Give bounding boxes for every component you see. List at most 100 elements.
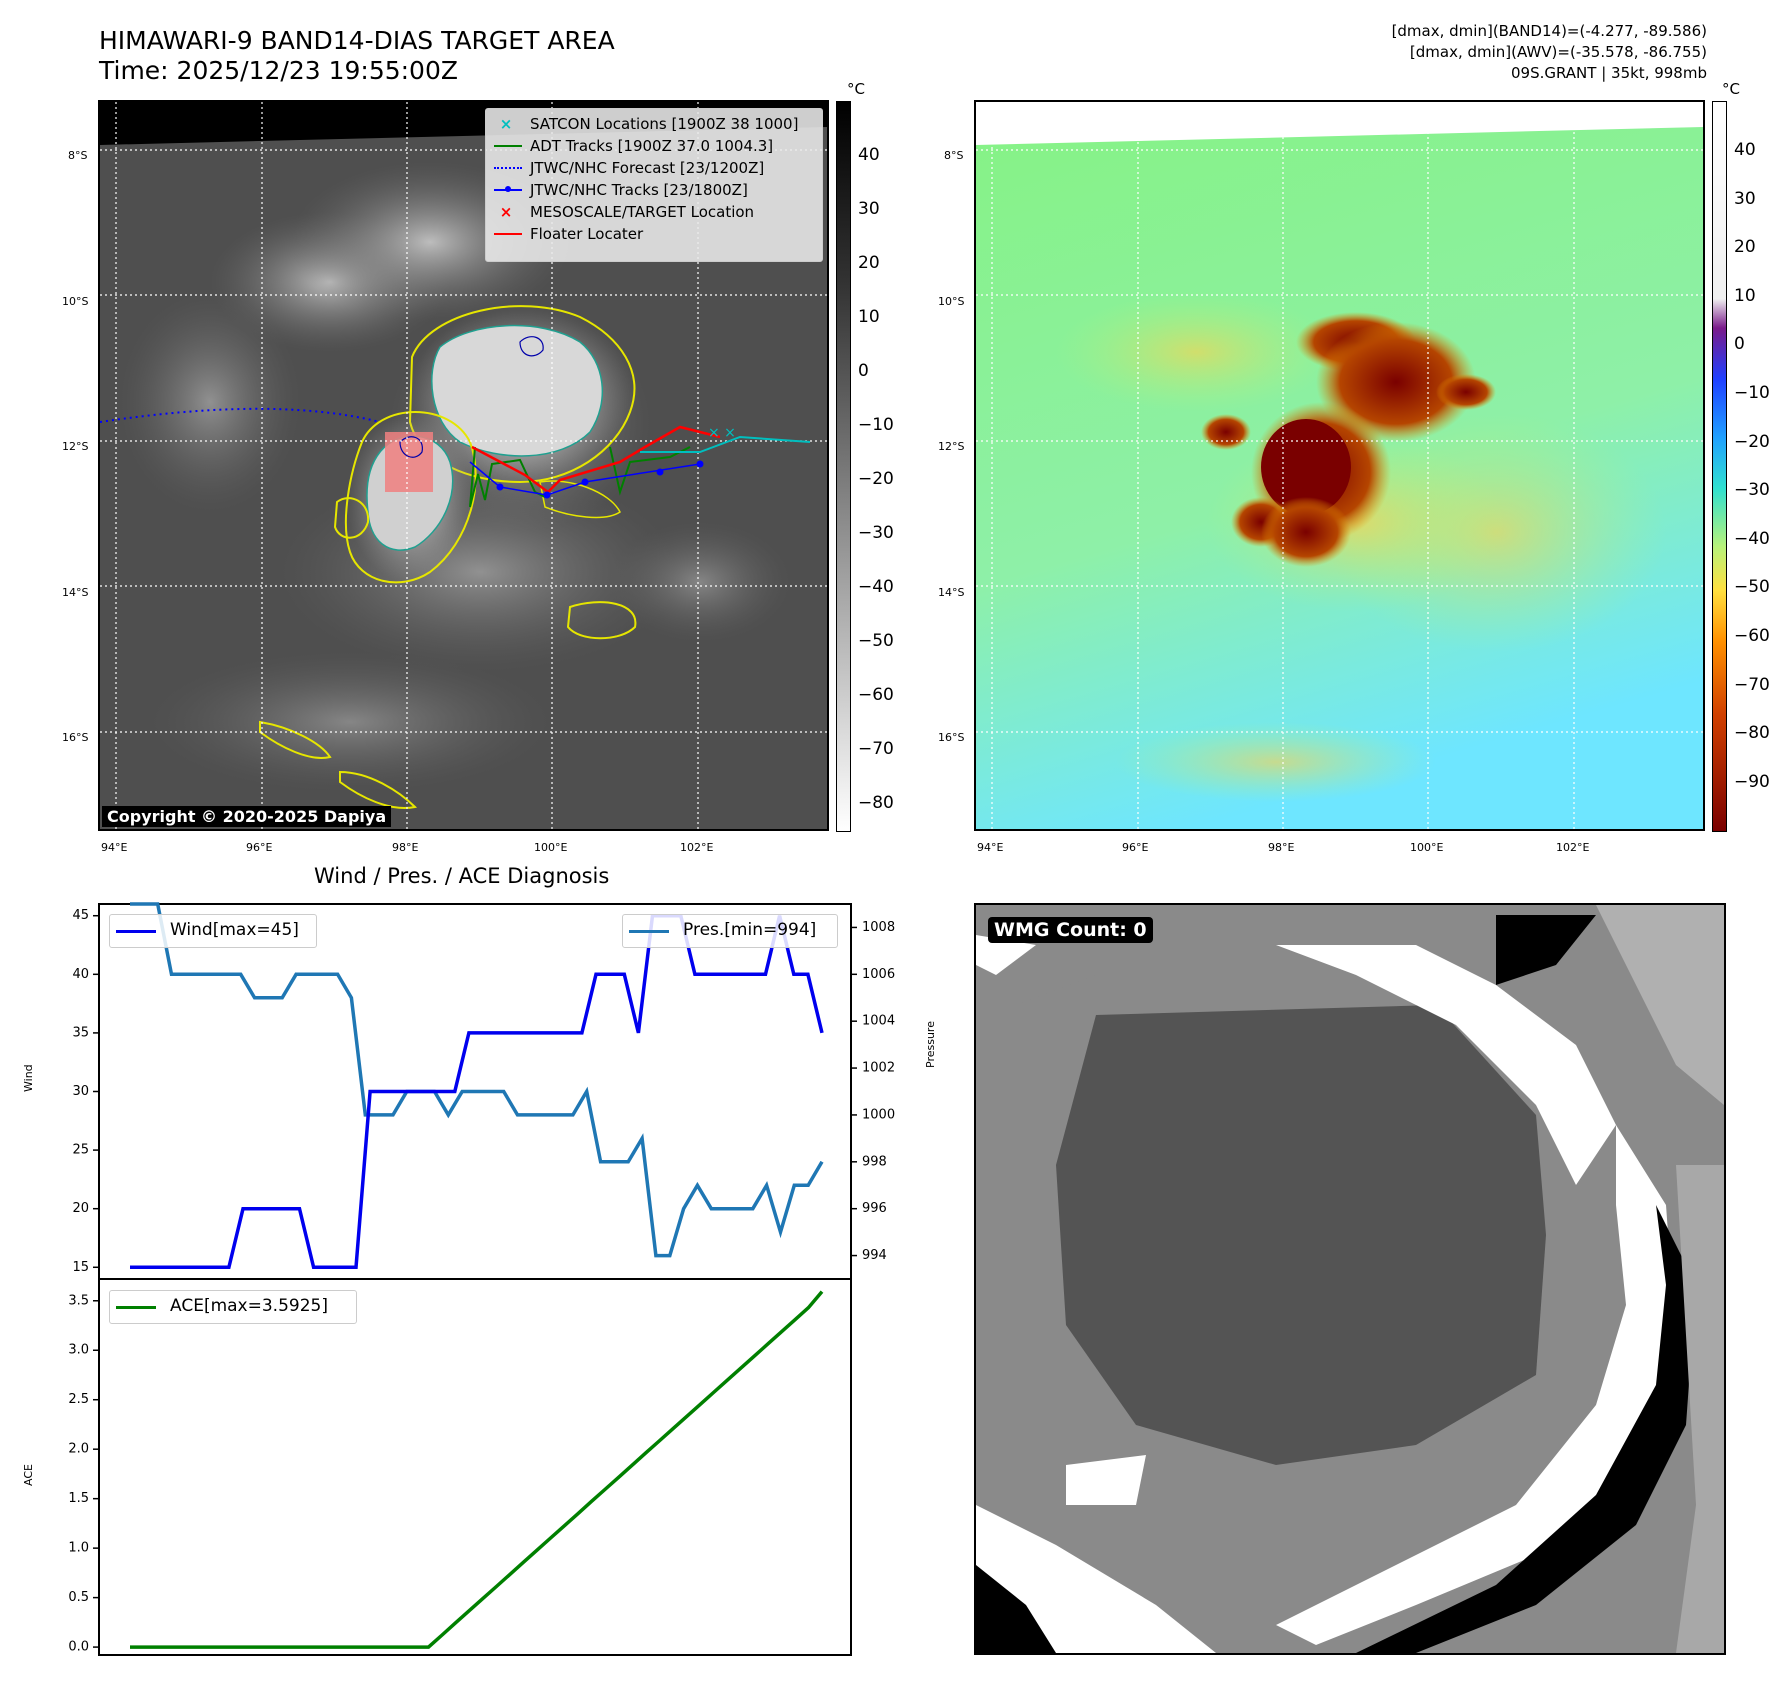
chart-title-line2: Time: 2025/12/23 19:55:00Z [99,56,458,85]
map-legend: × SATCON Locations [1900Z 38 1000] ADT T… [485,108,823,262]
x-marker-icon: × [499,115,513,133]
svg-text:× ×: × × [708,425,736,441]
pressure-tick-label: 1000 [862,1107,895,1122]
wmg-image [976,905,1724,1653]
wind-tick-label: 35 [72,1025,89,1040]
wmg-panel: WMG Count: 0 [974,903,1726,1655]
ace-plot-frame [98,1278,852,1656]
wind-legend-swatch [116,930,156,933]
lat-label: 12°S [62,440,89,453]
colorbar-ir-unit: °C [847,80,865,98]
colorbar-tick-label: −60 [1734,626,1770,646]
info-storm: 09S.GRANT | 35kt, 998mb [1510,64,1707,82]
colorbar-tick-label: −50 [1734,577,1770,598]
lat-label: 8°S [944,149,964,162]
ace-tick-label: 1.0 [68,1541,89,1556]
line-marker-icon [494,233,522,235]
colorbar-tick-label: −40 [858,577,894,597]
lat-label: 12°S [938,440,965,453]
wind-legend: Wind[max=45] [109,914,317,948]
awv-map-panel [974,100,1705,831]
wind-tick-label: 20 [72,1201,89,1216]
wind-series-line [130,913,824,1270]
chart-title-line1: HIMAWARI-9 BAND14-DIAS TARGET AREA [99,26,615,55]
colorbar-tick-label: −70 [858,739,894,759]
colorbar-tick-label: 40 [1734,140,1756,160]
ace-tick-label: 1.5 [68,1491,89,1506]
pressure-legend-swatch [629,930,669,933]
wind-tick-label: 15 [72,1260,89,1275]
colorbar-tick-label: −10 [1734,383,1770,403]
lon-label: 94°E [101,841,128,854]
colorbar-tick-label: 30 [1734,188,1756,209]
ace-legend-label: ACE[max=3.5925] [170,1296,328,1316]
lon-label: 94°E [977,841,1004,854]
ir-map-image: × × [100,102,827,829]
colorbar-ir [836,101,851,832]
ace-tick-label: 2.5 [68,1392,89,1407]
ace-tick-label: 2.0 [68,1442,89,1457]
wind-tick-label: 30 [72,1084,89,1099]
pressure-tick-label: 1006 [862,967,895,982]
x-marker-icon: × [499,203,513,221]
colorbar-tick-label: 0 [1734,334,1745,355]
wind-tick-label: 40 [72,967,89,982]
colorbar-tick-label: −60 [858,685,894,705]
lon-label: 98°E [392,841,419,854]
colorbar-tick-label: −80 [1734,723,1770,744]
wind-axis-ticks: 15 20 25 30 35 40 45 [72,908,99,1275]
lon-label: 102°E [680,841,714,854]
dot-marker-icon [505,186,511,192]
colorbar-awv [1712,101,1727,832]
pressure-legend-label: Pres.[min=994] [683,920,817,940]
info-awv: [dmax, dmin](AWV)=(-35.578, -86.755) [1409,43,1707,61]
colorbar-tick-label: 10 [1734,285,1756,306]
colorbar-tick-label: −20 [1734,431,1770,452]
ace-series-line [130,1290,824,1649]
dotted-line-icon [494,167,522,169]
lat-label: 10°S [938,295,965,308]
colorbar-tick-label: 20 [1734,237,1756,258]
lat-label: 16°S [938,731,965,744]
colorbar-tick-label: −70 [1734,674,1770,695]
ace-tick-label: 3.0 [68,1343,89,1358]
colorbar-tick-label: −30 [858,523,894,543]
pressure-tick-label: 1008 [862,920,895,935]
lon-label: 98°E [1268,841,1295,854]
colorbar-tick-label: −10 [858,415,894,435]
colorbar-tick-label: −20 [858,469,894,489]
colorbar-tick-label: −50 [858,631,894,651]
lon-label: 100°E [1410,841,1444,854]
colorbar-tick-label: 10 [858,307,880,327]
colorbar-tick-label: 40 [858,145,880,165]
ace-tick-label: 3.5 [68,1293,89,1308]
pressure-series-line [130,902,824,1258]
colorbar-tick-label: −90 [1734,771,1770,792]
diagnosis-title: Wind / Pres. / ACE Diagnosis [314,864,610,888]
wind-legend-label: Wind[max=45] [170,920,299,940]
wmg-count-badge: WMG Count: 0 [988,917,1153,943]
lat-label: 10°S [62,295,89,308]
pressure-tick-label: 994 [862,1248,887,1263]
ace-axis-ticks: 0.0 0.5 1.0 1.5 2.0 2.5 3.0 3.5 [68,1293,99,1655]
lat-label: 16°S [62,731,89,744]
line-marker-icon [494,145,522,147]
colorbar-tick-label: −80 [858,793,894,813]
pressure-legend: Pres.[min=994] [622,914,838,948]
pressure-tick-label: 1002 [862,1061,895,1076]
ace-tick-label: 0.5 [68,1590,89,1605]
lon-label: 96°E [1122,841,1149,854]
pressure-tick-label: 996 [862,1201,887,1216]
pressure-tick-label: 1004 [862,1014,895,1029]
colorbar-awv-unit: °C [1722,80,1740,98]
ir-map-panel: × × × SATCON Locations [1900Z 38 1000] A… [98,100,829,831]
ace-legend: ACE[max=3.5925] [109,1290,357,1324]
ace-legend-swatch [116,1306,156,1309]
copyright-label: Copyright © 2020-2025 Dapiya [102,806,392,827]
pressure-axis-ticks: 994 996 998 1000 1002 1004 1006 1008 [851,920,895,1263]
wind-tick-label: 45 [72,908,89,923]
pressure-tick-label: 998 [862,1154,887,1169]
colorbar-tick-label: 20 [858,253,880,273]
lat-label: 8°S [68,149,88,162]
